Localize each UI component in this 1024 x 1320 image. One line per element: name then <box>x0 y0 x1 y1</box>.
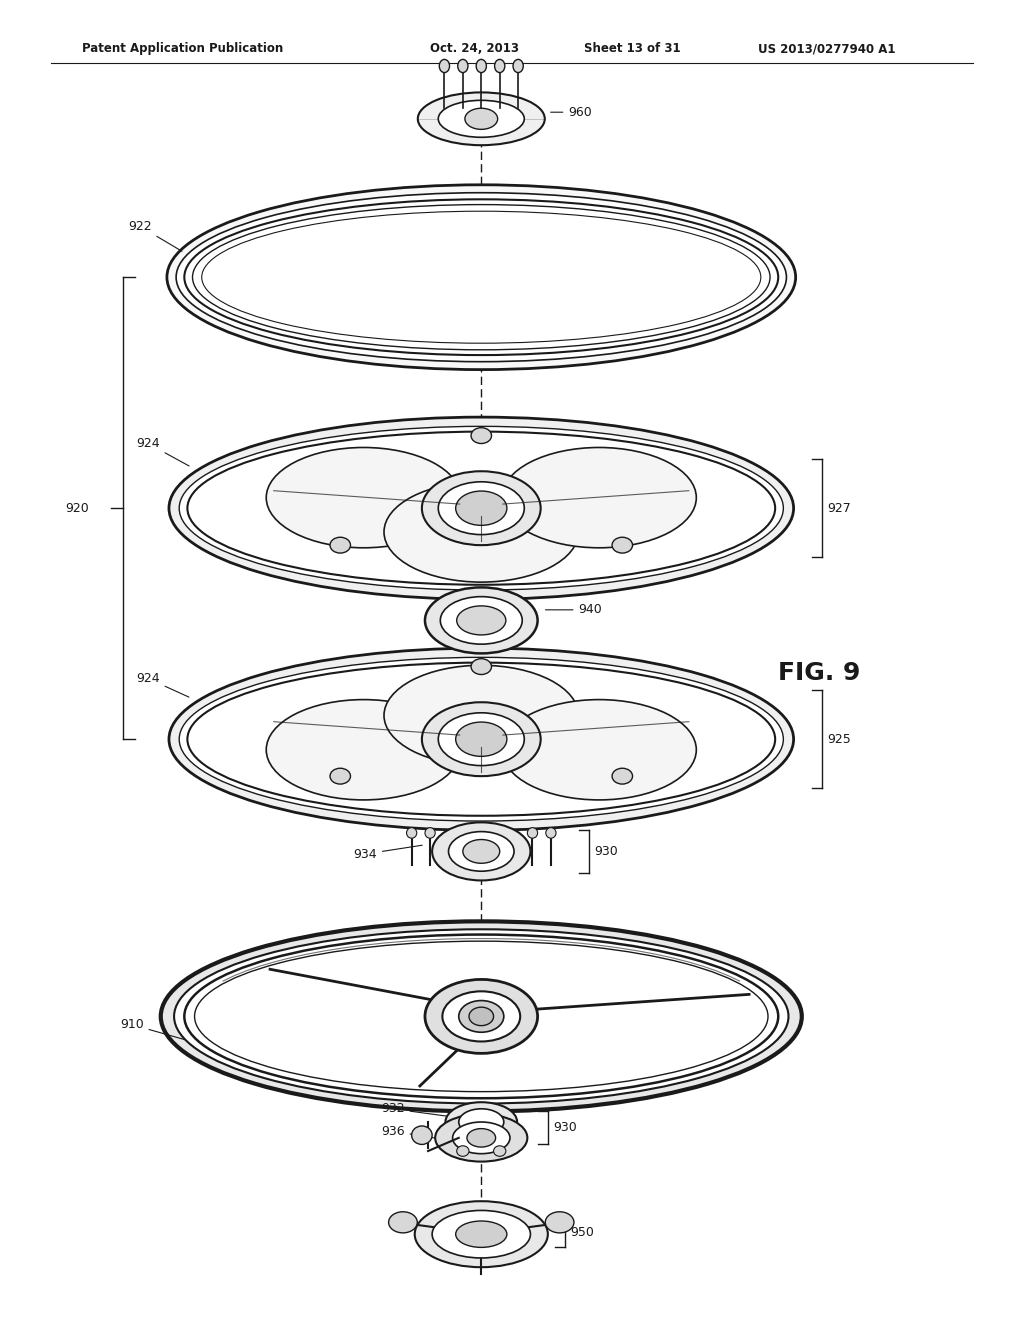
Text: 926: 926 <box>384 482 468 499</box>
Text: Patent Application Publication: Patent Application Publication <box>82 42 284 55</box>
Ellipse shape <box>459 1001 504 1032</box>
Ellipse shape <box>330 768 350 784</box>
Ellipse shape <box>174 929 788 1104</box>
Ellipse shape <box>384 665 579 766</box>
Text: 922: 922 <box>128 219 182 251</box>
Text: Sheet 13 of 31: Sheet 13 of 31 <box>584 42 680 55</box>
Ellipse shape <box>438 713 524 766</box>
Ellipse shape <box>407 828 417 838</box>
Ellipse shape <box>179 657 783 821</box>
Text: 920: 920 <box>65 502 89 515</box>
Ellipse shape <box>425 979 538 1053</box>
Ellipse shape <box>169 417 794 599</box>
Text: 924: 924 <box>136 672 189 697</box>
Ellipse shape <box>422 471 541 545</box>
Text: 925: 925 <box>827 733 851 746</box>
Text: 940: 940 <box>546 603 602 616</box>
Ellipse shape <box>438 482 524 535</box>
Ellipse shape <box>266 447 461 548</box>
Text: 928: 928 <box>282 469 355 494</box>
Text: 910: 910 <box>120 1018 186 1040</box>
Ellipse shape <box>469 1007 494 1026</box>
Ellipse shape <box>161 921 802 1111</box>
Text: US 2013/0277940 A1: US 2013/0277940 A1 <box>758 42 895 55</box>
Ellipse shape <box>415 1201 548 1267</box>
Ellipse shape <box>527 828 538 838</box>
Ellipse shape <box>202 211 761 343</box>
Ellipse shape <box>465 108 498 129</box>
Ellipse shape <box>453 1122 510 1154</box>
Ellipse shape <box>467 1129 496 1147</box>
Ellipse shape <box>432 1210 530 1258</box>
Text: 926: 926 <box>389 709 468 722</box>
Ellipse shape <box>418 92 545 145</box>
Ellipse shape <box>513 59 523 73</box>
Text: 932: 932 <box>381 1102 458 1118</box>
Ellipse shape <box>612 768 633 784</box>
Ellipse shape <box>471 428 492 444</box>
Ellipse shape <box>422 702 541 776</box>
Ellipse shape <box>193 205 770 350</box>
Ellipse shape <box>439 59 450 73</box>
Ellipse shape <box>612 537 633 553</box>
Ellipse shape <box>187 663 775 816</box>
Ellipse shape <box>463 840 500 863</box>
Ellipse shape <box>425 828 435 838</box>
Text: FIG. 9: FIG. 9 <box>778 661 860 685</box>
Ellipse shape <box>384 482 579 582</box>
Ellipse shape <box>412 1126 432 1144</box>
Ellipse shape <box>388 1212 418 1233</box>
Ellipse shape <box>167 185 796 370</box>
Text: 930: 930 <box>553 1121 577 1134</box>
Ellipse shape <box>459 1109 504 1135</box>
Ellipse shape <box>545 1212 573 1233</box>
Ellipse shape <box>502 447 696 548</box>
Ellipse shape <box>502 700 696 800</box>
Ellipse shape <box>438 100 524 137</box>
Ellipse shape <box>195 941 768 1092</box>
Ellipse shape <box>184 935 778 1098</box>
Ellipse shape <box>457 606 506 635</box>
Ellipse shape <box>266 700 461 800</box>
Ellipse shape <box>330 537 350 553</box>
Ellipse shape <box>435 1114 527 1162</box>
Text: 950: 950 <box>570 1226 594 1239</box>
Text: 924: 924 <box>136 437 189 466</box>
Ellipse shape <box>495 59 505 73</box>
Ellipse shape <box>457 1146 469 1156</box>
Ellipse shape <box>440 597 522 644</box>
Ellipse shape <box>445 1102 517 1142</box>
Ellipse shape <box>425 587 538 653</box>
Ellipse shape <box>471 659 492 675</box>
Ellipse shape <box>179 426 783 590</box>
Ellipse shape <box>184 199 778 355</box>
Ellipse shape <box>546 828 556 838</box>
Ellipse shape <box>442 991 520 1041</box>
Ellipse shape <box>176 193 786 362</box>
Text: 927: 927 <box>827 502 851 515</box>
Ellipse shape <box>456 491 507 525</box>
Ellipse shape <box>476 59 486 73</box>
Ellipse shape <box>432 822 530 880</box>
Text: 960: 960 <box>551 106 592 119</box>
Ellipse shape <box>456 722 507 756</box>
Text: 928: 928 <box>282 717 355 744</box>
Ellipse shape <box>187 432 775 585</box>
Ellipse shape <box>449 832 514 871</box>
Ellipse shape <box>169 648 794 830</box>
Text: Oct. 24, 2013: Oct. 24, 2013 <box>430 42 519 55</box>
Ellipse shape <box>494 1146 506 1156</box>
Text: 934: 934 <box>353 845 422 861</box>
Ellipse shape <box>458 59 468 73</box>
Ellipse shape <box>456 1221 507 1247</box>
Text: 930: 930 <box>594 845 617 858</box>
Text: 936: 936 <box>381 1125 447 1140</box>
